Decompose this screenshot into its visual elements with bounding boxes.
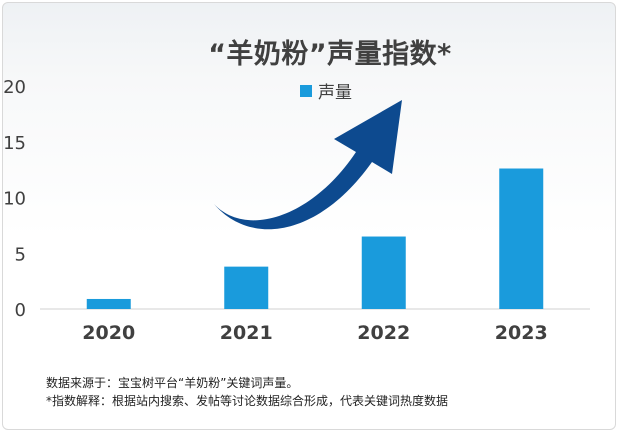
- footnotes: 数据来源于：宝宝树平台“羊奶粉”关键词声量。 *指数解释：根据站内搜索、发帖等讨…: [46, 374, 448, 410]
- definition-note: *指数解释：根据站内搜索、发帖等讨论数据综合形成，代表关键词热度数据: [46, 394, 449, 408]
- bar-2021: [224, 266, 269, 309]
- chart-title: “羊奶粉”声量指数*: [208, 39, 452, 70]
- y-tick-label: 0: [15, 300, 26, 321]
- growth-arrow-icon: [214, 100, 402, 230]
- source-note: 数据来源于：宝宝树平台“羊奶粉”关键词声量。: [46, 376, 299, 390]
- bar-2022: [361, 236, 406, 309]
- x-tick-label: 2022: [357, 322, 410, 344]
- y-tick-label: 5: [15, 244, 26, 265]
- x-tick-label: 2021: [220, 322, 273, 344]
- y-tick-label: 10: [3, 189, 26, 210]
- y-tick-label: 20: [3, 77, 26, 98]
- y-tick-label: 15: [3, 133, 26, 154]
- chart-legend: 声量: [300, 78, 352, 103]
- x-tick-label: 2023: [495, 322, 548, 344]
- legend-swatch: [300, 84, 312, 97]
- bar-2023: [499, 168, 544, 309]
- bar-2020: [86, 298, 131, 309]
- x-tick-label: 2020: [82, 322, 135, 344]
- legend-label: 声量: [318, 83, 352, 103]
